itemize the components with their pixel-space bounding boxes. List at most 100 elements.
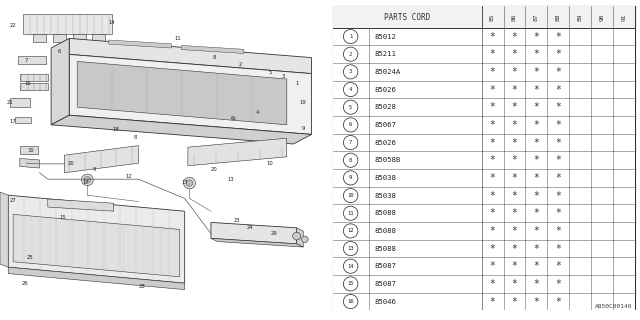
Text: *: * xyxy=(511,49,517,59)
Text: *: * xyxy=(534,244,540,253)
Text: 86: 86 xyxy=(512,13,517,21)
Text: *: * xyxy=(556,155,561,165)
Bar xyxy=(333,204,636,222)
Text: *: * xyxy=(511,120,517,130)
Text: 20: 20 xyxy=(211,167,218,172)
Text: *: * xyxy=(511,297,517,307)
Circle shape xyxy=(344,224,358,238)
Text: *: * xyxy=(534,49,540,59)
Text: 4: 4 xyxy=(349,87,352,92)
Polygon shape xyxy=(33,34,46,42)
Text: 22: 22 xyxy=(10,23,17,28)
Polygon shape xyxy=(92,34,106,42)
Text: 12: 12 xyxy=(348,228,354,233)
Text: 3: 3 xyxy=(282,74,285,79)
Text: A850C00140: A850C00140 xyxy=(595,304,632,309)
Text: 30: 30 xyxy=(28,148,35,153)
Text: *: * xyxy=(534,32,540,42)
Text: 9: 9 xyxy=(301,125,305,131)
Circle shape xyxy=(184,177,195,189)
Bar xyxy=(333,222,636,240)
Bar xyxy=(333,240,636,257)
Polygon shape xyxy=(52,34,66,42)
Text: 4: 4 xyxy=(255,109,259,115)
Text: *: * xyxy=(490,49,495,59)
Text: 20: 20 xyxy=(67,161,74,166)
Text: *: * xyxy=(490,279,495,289)
Text: *: * xyxy=(534,120,540,130)
Circle shape xyxy=(344,206,358,220)
Bar xyxy=(333,28,636,45)
Text: 27: 27 xyxy=(10,197,17,203)
Polygon shape xyxy=(0,192,8,267)
Text: 17: 17 xyxy=(10,119,17,124)
Circle shape xyxy=(344,277,358,291)
Text: *: * xyxy=(490,32,495,42)
Text: *: * xyxy=(556,173,561,183)
Text: 24: 24 xyxy=(247,225,254,230)
Polygon shape xyxy=(181,45,244,53)
Text: *: * xyxy=(490,191,495,201)
Polygon shape xyxy=(18,56,46,64)
Text: 2: 2 xyxy=(239,61,243,67)
Text: *: * xyxy=(490,261,495,271)
Text: 14: 14 xyxy=(348,264,354,269)
Text: *: * xyxy=(556,138,561,148)
Text: *: * xyxy=(556,84,561,94)
Text: 16: 16 xyxy=(348,299,354,304)
Text: *: * xyxy=(556,102,561,112)
Polygon shape xyxy=(8,195,184,283)
Text: *: * xyxy=(556,67,561,77)
Text: 85087: 85087 xyxy=(374,281,396,287)
Text: 3: 3 xyxy=(349,69,352,74)
Bar xyxy=(333,293,636,310)
Text: *: * xyxy=(511,32,517,42)
Bar xyxy=(333,45,636,63)
Text: 28: 28 xyxy=(138,284,145,289)
Text: *: * xyxy=(556,191,561,201)
Polygon shape xyxy=(188,138,287,166)
Text: *: * xyxy=(511,191,517,201)
Text: 6: 6 xyxy=(349,122,352,127)
Text: *: * xyxy=(534,67,540,77)
Text: *: * xyxy=(556,226,561,236)
Text: 91: 91 xyxy=(621,13,627,21)
Circle shape xyxy=(301,236,308,243)
Bar xyxy=(333,257,636,275)
Text: *: * xyxy=(490,120,495,130)
Text: *: * xyxy=(556,261,561,271)
Text: *: * xyxy=(556,208,561,218)
Text: *: * xyxy=(490,102,495,112)
Text: *: * xyxy=(534,138,540,148)
Text: 9: 9 xyxy=(349,175,352,180)
Text: 19: 19 xyxy=(300,100,307,105)
Text: *: * xyxy=(534,155,540,165)
Text: 25: 25 xyxy=(26,255,33,260)
Polygon shape xyxy=(77,61,287,125)
Text: 87: 87 xyxy=(534,13,539,21)
Text: 12: 12 xyxy=(125,173,132,179)
Text: *: * xyxy=(490,297,495,307)
Text: *: * xyxy=(490,173,495,183)
Text: 85058B: 85058B xyxy=(374,157,401,163)
Polygon shape xyxy=(69,38,312,74)
Text: *: * xyxy=(490,155,495,165)
Polygon shape xyxy=(20,74,48,81)
Text: 85038: 85038 xyxy=(374,193,396,199)
Text: 85028: 85028 xyxy=(374,104,396,110)
Polygon shape xyxy=(109,40,172,48)
Text: *: * xyxy=(511,226,517,236)
Text: *: * xyxy=(534,173,540,183)
Text: *: * xyxy=(534,191,540,201)
Polygon shape xyxy=(51,38,69,125)
Text: *: * xyxy=(556,244,561,253)
Polygon shape xyxy=(20,158,40,168)
Text: 29: 29 xyxy=(270,231,277,236)
Text: *: * xyxy=(511,155,517,165)
Circle shape xyxy=(344,294,358,308)
Circle shape xyxy=(344,65,358,79)
Polygon shape xyxy=(64,146,138,173)
Bar xyxy=(333,275,636,293)
Text: 15: 15 xyxy=(348,281,354,286)
Circle shape xyxy=(344,83,358,97)
